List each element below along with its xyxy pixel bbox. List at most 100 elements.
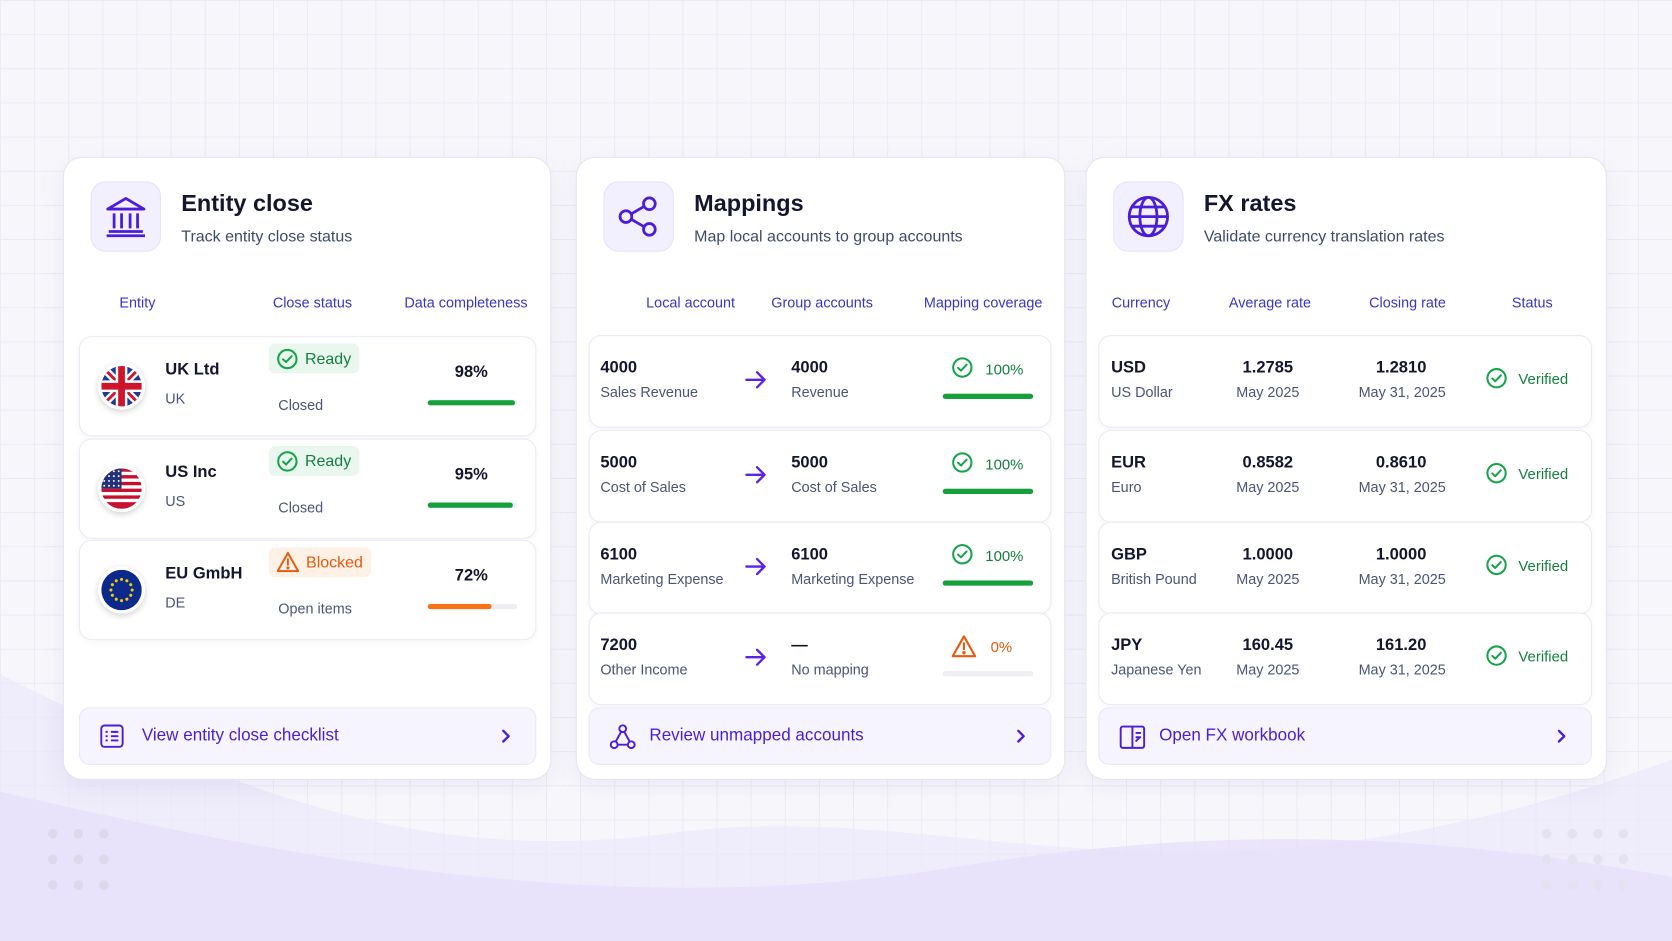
icon-part — [101, 468, 142, 509]
progress-fill — [942, 488, 1034, 494]
icon-part — [101, 569, 142, 611]
decor-dot — [47, 854, 58, 865]
icon-part — [129, 593, 133, 597]
column-header: Local account — [646, 294, 736, 311]
decor-dot — [99, 828, 109, 839]
progress-track — [942, 580, 1034, 586]
entity-code: UK — [165, 390, 186, 407]
icon-part — [101, 365, 142, 407]
status-text: Verified — [1518, 465, 1569, 483]
icon-part — [1017, 729, 1025, 743]
table-row: JPY Japanese Yen 160.45 May 2025 161.20 May 3… — [1098, 612, 1592, 706]
icon-part — [101, 569, 142, 611]
decor-dot — [1618, 828, 1629, 839]
closing-rate: 0.8610 — [1375, 453, 1427, 472]
status-text: Ready — [304, 451, 352, 470]
progress-fill — [427, 400, 516, 406]
icon-part — [642, 196, 657, 212]
icon-part — [1017, 729, 1025, 743]
icon-part — [745, 371, 766, 389]
icon-part — [114, 597, 118, 601]
action-button[interactable]: Open FX workbook — [1098, 707, 1592, 765]
status-badge: Ready — [268, 343, 360, 374]
icon-part — [957, 363, 968, 372]
decor-dot — [1567, 854, 1578, 865]
completeness-label: 72% — [454, 566, 488, 585]
status-icon — [276, 450, 298, 472]
currency-name: Japanese Yen — [1111, 661, 1202, 678]
group-account-name: No mapping — [791, 661, 869, 678]
entity-code: DE — [165, 594, 186, 611]
column-header: Mapping coverage — [923, 294, 1043, 311]
average-rate: 1.0000 — [1242, 545, 1294, 564]
icon-part — [952, 357, 973, 378]
status-text: Verified — [1518, 647, 1569, 665]
decor-dot — [1593, 828, 1603, 839]
action-icon — [609, 723, 637, 756]
icon-part — [626, 740, 636, 750]
arrow — [744, 648, 767, 667]
currency-name: US Dollar — [1111, 384, 1173, 401]
icon-part — [108, 479, 110, 482]
icon-part — [120, 599, 124, 603]
coverage-label: 100% — [985, 455, 1024, 473]
decor-dot — [47, 880, 58, 890]
icon-part — [108, 470, 110, 473]
icon-part — [745, 557, 766, 576]
progress-fill — [942, 393, 1034, 400]
card: Mappings Map local accounts to group acco… — [575, 156, 1066, 780]
icon-part — [112, 484, 115, 487]
average-rate: 1.2785 — [1242, 358, 1294, 377]
status-icon — [1485, 462, 1507, 490]
icon-part — [952, 357, 973, 378]
icon-part — [277, 348, 298, 369]
progress-track — [942, 671, 1034, 677]
progress-fill — [942, 580, 1034, 586]
icon-part — [745, 371, 766, 389]
icon-part — [112, 470, 115, 473]
icon-part — [745, 466, 766, 484]
action-button[interactable]: Review unmapped accounts — [588, 707, 1052, 765]
icon-part — [614, 731, 631, 746]
decor-dot — [73, 880, 84, 890]
status-text: Verified — [1518, 556, 1569, 574]
coverage-icon — [951, 356, 973, 384]
icon-part — [1491, 374, 1502, 383]
icon-part — [101, 488, 142, 493]
chevron — [1555, 729, 1570, 749]
icon-part — [1491, 561, 1502, 569]
decor-dot — [1593, 854, 1603, 865]
currency-code: EUR — [1111, 453, 1146, 472]
table-row: EU GmbH DE Blocked Open items 72% — [78, 539, 537, 641]
local-account-name: Sales Revenue — [600, 384, 698, 401]
local-account: 4000 — [600, 358, 638, 377]
entity-code: US — [165, 493, 186, 510]
icon-part — [1129, 205, 1168, 228]
icon-part — [100, 724, 124, 748]
icon-part — [103, 470, 106, 473]
icon-part — [962, 651, 966, 655]
status-icon — [1485, 554, 1507, 582]
icon-part — [277, 348, 298, 369]
action-icon — [1119, 723, 1147, 756]
column-header: Average rate — [1228, 294, 1312, 311]
status-icon — [276, 551, 300, 574]
icon-part — [1131, 726, 1141, 748]
icon-part — [276, 551, 300, 573]
status-icon — [1485, 644, 1507, 672]
decor-dot — [1541, 854, 1552, 865]
action-label: View entity close checklist — [141, 726, 339, 745]
icon-part — [101, 495, 142, 499]
card-title: Entity close — [181, 189, 313, 217]
action-button[interactable]: View entity close checklist — [78, 707, 537, 765]
coverage-label: 100% — [985, 547, 1024, 565]
icon-part — [502, 729, 510, 743]
card: FX rates Validate currency translation ra… — [1085, 156, 1607, 780]
status-icon — [276, 347, 298, 369]
icon-part — [1486, 554, 1507, 576]
local-account: 6100 — [600, 545, 638, 564]
local-account: 5000 — [600, 453, 638, 472]
icon-part — [957, 458, 968, 467]
icon-part — [112, 479, 115, 482]
